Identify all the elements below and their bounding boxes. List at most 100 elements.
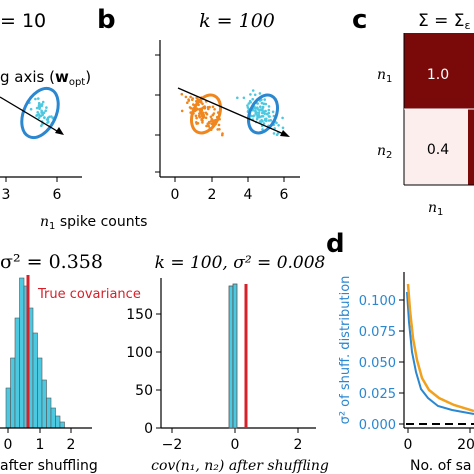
scatter-point	[180, 92, 184, 96]
top-left-axis-arrow	[0, 96, 63, 135]
scatter-point	[236, 96, 239, 100]
scatter-point	[47, 120, 50, 124]
bottom-right-y-tick-label: 0.075	[359, 325, 396, 340]
scatter-point	[246, 104, 249, 107]
scatter-point	[281, 116, 284, 120]
scatter-point	[188, 106, 192, 109]
bottom-left-xlabel: after shuffling	[0, 458, 98, 474]
panel-bottom-right: d σ² of shuff. distribution 0.100 0.075 …	[326, 229, 474, 474]
scatter-point	[277, 124, 280, 127]
scatter-point	[187, 99, 191, 102]
scatter-point	[247, 102, 251, 105]
scatter-point	[267, 105, 271, 108]
bottom-middle-title: k = 100, σ² = 0.008	[155, 253, 326, 273]
scatter-point	[264, 109, 267, 113]
scatter-point	[255, 117, 259, 121]
bottom-right-x-tick-label: 20	[457, 437, 474, 453]
bottom-middle-y-tick-label: 100	[126, 345, 153, 361]
bottom-left-bar	[46, 397, 52, 429]
matrix-col-label: n1	[428, 200, 443, 218]
top-left-annotation: g axis (wopt)	[0, 68, 91, 88]
scatter-point	[204, 111, 208, 115]
bottom-left-bar	[10, 357, 16, 429]
scatter-point	[44, 109, 47, 112]
matrix-value-11: 1.0	[427, 67, 449, 83]
scatter-point	[40, 111, 43, 114]
scatter-point	[194, 114, 198, 118]
bottom-middle-x-tick-label: 2	[294, 437, 303, 453]
scatter-point	[261, 114, 264, 118]
scatter-point	[197, 114, 201, 118]
scatter-point	[204, 116, 208, 120]
scatter-point	[262, 122, 266, 125]
bottom-right-x-tick-label: 0	[404, 437, 413, 453]
scatter-point	[257, 111, 261, 115]
top-left-scatter	[28, 97, 55, 128]
scatter-point	[37, 97, 40, 100]
top-left-arrow-head	[55, 127, 64, 135]
orange-ellipse	[189, 93, 223, 135]
scatter-point	[41, 100, 45, 104]
bottom-left-bar	[32, 332, 38, 429]
scatter-point	[253, 93, 257, 97]
matrix-cell-22	[468, 109, 474, 185]
scatter-point	[216, 128, 219, 131]
scatter-point	[263, 112, 267, 115]
bottom-left-legend: True covariance	[37, 287, 141, 302]
scatter-point	[265, 117, 268, 121]
scatter-point	[267, 115, 271, 118]
bottom-left-bar	[14, 317, 20, 429]
scatter-point	[29, 107, 33, 111]
scatter-point	[184, 95, 188, 99]
scatter-point	[180, 109, 184, 113]
matrix-row-label: n2	[377, 143, 392, 161]
scatter-point	[252, 114, 256, 117]
scatter-point	[207, 107, 210, 111]
scatter-point	[35, 114, 38, 117]
scatter-point	[221, 133, 224, 137]
blue-decay-curve	[406, 291, 474, 415]
scatter-point	[201, 107, 204, 110]
scatter-point	[191, 97, 194, 100]
top-left-tick-label: 3	[2, 187, 11, 203]
scatter-point	[260, 118, 263, 122]
scatter-point	[211, 105, 215, 109]
top-middle-tick-label: 6	[280, 187, 289, 203]
scatter-point	[254, 109, 257, 113]
scatter-point	[200, 113, 204, 116]
bottom-right-y-tick-label: 0.050	[359, 356, 396, 371]
scatter-point	[207, 124, 210, 128]
scatter-point	[38, 106, 42, 109]
panel-top-left: = 10 g axis (wopt) 3 6	[0, 10, 91, 203]
bottom-middle-y-tick-label: 150	[126, 307, 153, 323]
panel-top-middle: b k = 100 0 2 4 6 n1 spike counts	[40, 5, 300, 232]
scatter-point	[37, 116, 41, 119]
bottom-left-tick-label: 0	[4, 437, 13, 453]
panel-bottom-middle: k = 100, σ² = 0.008 150 100 50 0 −2 0 2 …	[126, 253, 329, 474]
bottom-left-tick-label: 2	[67, 437, 76, 453]
bottom-right-y-tick-label: 0.025	[359, 387, 396, 402]
scatter-point	[275, 121, 278, 125]
scatter-point	[40, 109, 43, 113]
scatter-point	[263, 98, 267, 101]
top-middle-axis-arrow	[177, 87, 287, 136]
scatter-point	[251, 89, 255, 92]
scatter-point	[40, 124, 43, 128]
panel-label-c: c	[352, 5, 367, 35]
scatter-point	[207, 120, 211, 124]
scatter-point	[217, 123, 221, 127]
scatter-point	[261, 105, 265, 109]
scatter-point	[37, 113, 41, 116]
scatter-point	[34, 97, 37, 101]
bottom-left-bar	[41, 379, 47, 429]
bottom-right-ylabel: σ² of shuff. distribution	[338, 276, 353, 425]
bottom-left-histogram	[5, 277, 65, 429]
scatter-point	[254, 111, 257, 115]
scatter-point	[39, 114, 43, 117]
scatter-point	[195, 96, 198, 100]
scatter-point	[260, 101, 264, 105]
matrix-row-label: n1	[377, 67, 392, 85]
scatter-point	[198, 107, 202, 111]
scatter-point	[189, 95, 192, 99]
scatter-point	[210, 117, 213, 121]
